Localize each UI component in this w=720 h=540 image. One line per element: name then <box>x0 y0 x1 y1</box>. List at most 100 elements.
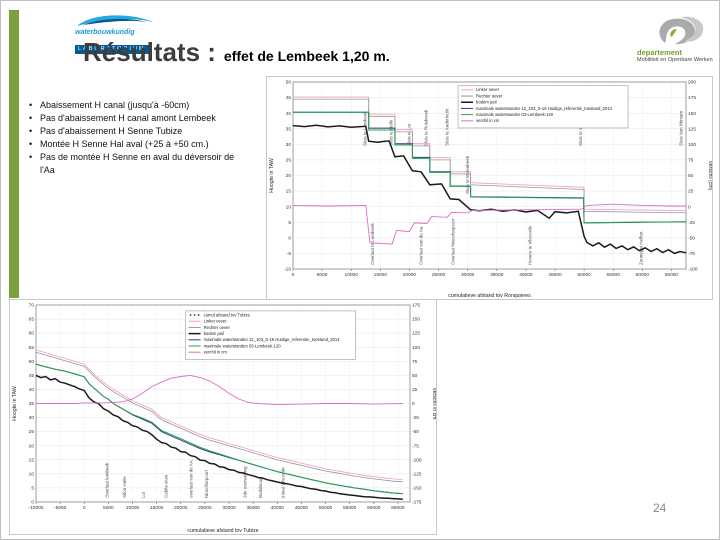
svg-text:cumul afstand tov Tubize: cumul afstand tov Tubize <box>204 312 251 317</box>
svg-text:maximale waterstanden 12_103_S: maximale waterstanden 12_103_S-16 Huidig… <box>204 337 341 342</box>
annotation-label: 2de overweking <box>242 466 247 498</box>
svg-text:Linker oever: Linker oever <box>476 87 500 92</box>
svg-text:150: 150 <box>688 111 696 117</box>
svg-text:-10000: -10000 <box>29 505 44 511</box>
logo-right-line1: departement <box>637 48 683 57</box>
svg-text:100: 100 <box>688 142 696 148</box>
bullet-item: Pas d'abaissement H canal amont Lembeek <box>29 112 247 125</box>
page-title-sub: effet de Lembeek 1,20 m. <box>223 48 390 64</box>
svg-text:15000: 15000 <box>150 505 164 511</box>
series-rechter-oever <box>35 351 403 483</box>
svg-text:0: 0 <box>412 401 415 407</box>
svg-text:Rechter oever: Rechter oever <box>476 93 503 98</box>
svg-text:verchil in cm: verchil in cm <box>204 350 228 355</box>
waterbouwkundig-logo-icon <box>77 15 153 26</box>
svg-text:175: 175 <box>412 303 420 309</box>
svg-text:15: 15 <box>286 189 292 195</box>
svg-text:55: 55 <box>29 345 35 351</box>
svg-text:25: 25 <box>286 158 292 164</box>
svg-text:15: 15 <box>29 457 35 463</box>
annotation-label: Overlaat van de Aa <box>418 226 423 265</box>
svg-text:150: 150 <box>412 317 420 323</box>
svg-text:10: 10 <box>286 204 292 210</box>
svg-text:25000: 25000 <box>432 272 446 278</box>
svg-text:25: 25 <box>29 429 35 435</box>
svg-text:-100: -100 <box>688 267 698 273</box>
svg-text:0: 0 <box>292 272 295 278</box>
svg-text:Rechter oever: Rechter oever <box>204 325 231 330</box>
logo-left-line2: LABORATORIUM <box>75 45 149 54</box>
annotation-label: Sluis te Ruisbroek <box>423 109 428 146</box>
page-number: 24 <box>653 501 667 515</box>
svg-text:-100: -100 <box>412 457 422 463</box>
svg-text:5000: 5000 <box>103 505 114 511</box>
svg-text:45: 45 <box>29 373 35 379</box>
svg-text:bodem peil: bodem peil <box>204 331 225 336</box>
svg-text:55000: 55000 <box>343 505 357 511</box>
y-axis-label-left: Hoogte in TAW <box>12 386 18 421</box>
svg-text:0: 0 <box>83 505 86 511</box>
svg-text:5: 5 <box>288 220 291 226</box>
annotation-label: Sluis te Anderlecht <box>444 108 449 146</box>
svg-text:-75: -75 <box>688 251 695 257</box>
annotation-label: Zennegat Heffen <box>638 231 643 265</box>
svg-text:-5: -5 <box>287 251 292 257</box>
svg-text:5: 5 <box>31 486 34 492</box>
svg-text:verchil in cm: verchil in cm <box>476 118 500 123</box>
svg-text:0: 0 <box>288 235 291 241</box>
svg-text:25: 25 <box>412 387 418 393</box>
svg-text:50: 50 <box>412 373 418 379</box>
annotation-label: Inlaat Vilvoorde <box>281 467 286 498</box>
chart-senne-tubize-svg: 0 5 10 15 20 25 30 35 40 45 50 55 60 65 70 -175 -150 -125… <box>12 303 436 534</box>
svg-text:60000: 60000 <box>367 505 381 511</box>
svg-text:35: 35 <box>286 126 292 132</box>
series-maximale-waterstanden-12-103-s-16-huidig <box>35 363 403 495</box>
svg-text:10000: 10000 <box>126 505 140 511</box>
svg-text:50: 50 <box>29 359 35 365</box>
chart-legend: cumul afstand tov Tubize Linker oeverRech… <box>185 310 356 360</box>
svg-text:65000: 65000 <box>665 272 679 278</box>
annotation-label: Sluis te Lembeek <box>362 111 367 146</box>
svg-text:125: 125 <box>412 331 420 337</box>
svg-text:20: 20 <box>286 173 292 179</box>
svg-text:50: 50 <box>688 173 694 179</box>
svg-text:-25: -25 <box>688 220 695 226</box>
svg-text:40000: 40000 <box>271 505 285 511</box>
svg-text:70: 70 <box>29 303 35 309</box>
svg-text:60: 60 <box>29 331 35 337</box>
page-title-main: Résultats : <box>83 37 216 67</box>
svg-text:50: 50 <box>286 80 292 86</box>
bullet-text: Pas d'abaissement H Senne Tubize <box>40 126 183 136</box>
chart-canal-ronquieres-svg: -10-505101520253035404550-100-75-50-2502… <box>269 80 712 299</box>
svg-text:40000: 40000 <box>519 272 533 278</box>
bullet-item: Pas d'abaissement H Senne Tubize <box>29 125 247 138</box>
series-maximale-waterstanden-03-lembeek-120 <box>35 363 403 495</box>
svg-text:35: 35 <box>29 401 35 407</box>
y-axis-label-right: Verschil (cm) <box>707 161 712 191</box>
annotation-label: Ninoofsepoort <box>204 469 209 498</box>
svg-text:-175: -175 <box>412 500 422 506</box>
svg-text:-5000: -5000 <box>54 505 67 511</box>
svg-text:20: 20 <box>29 443 35 449</box>
annotation-label: Hevers te Vilvoorde <box>528 225 533 265</box>
series-linker-oever <box>35 349 403 480</box>
annotation-label: Sluis Van Wintam <box>679 111 684 146</box>
svg-text:0: 0 <box>31 500 34 506</box>
svg-text:20000: 20000 <box>174 505 188 511</box>
bullet-list: Abaissement H canal (jusqu'à -60cm) Pas … <box>29 99 247 177</box>
svg-text:45000: 45000 <box>548 272 562 278</box>
svg-text:65: 65 <box>29 317 35 323</box>
svg-text:-125: -125 <box>412 471 422 477</box>
chart-canal-ronquieres: -10 -5 0 5 10 15 20 25 30 35 40 45 50 -100 -75 -50 -25 0 2… <box>266 76 713 300</box>
svg-text:10: 10 <box>29 471 35 477</box>
svg-text:maximale waterstanden 03-Lembe: maximale waterstanden 03-Lembeek-120 <box>476 112 554 117</box>
svg-text:-150: -150 <box>412 486 422 492</box>
svg-text:55000: 55000 <box>607 272 621 278</box>
svg-text:Linker oever: Linker oever <box>204 319 228 324</box>
svg-text:35000: 35000 <box>246 505 260 511</box>
svg-text:60000: 60000 <box>636 272 650 278</box>
svg-text:-75: -75 <box>412 443 419 449</box>
y-axis-label-right: Verschil in cm <box>431 388 436 420</box>
